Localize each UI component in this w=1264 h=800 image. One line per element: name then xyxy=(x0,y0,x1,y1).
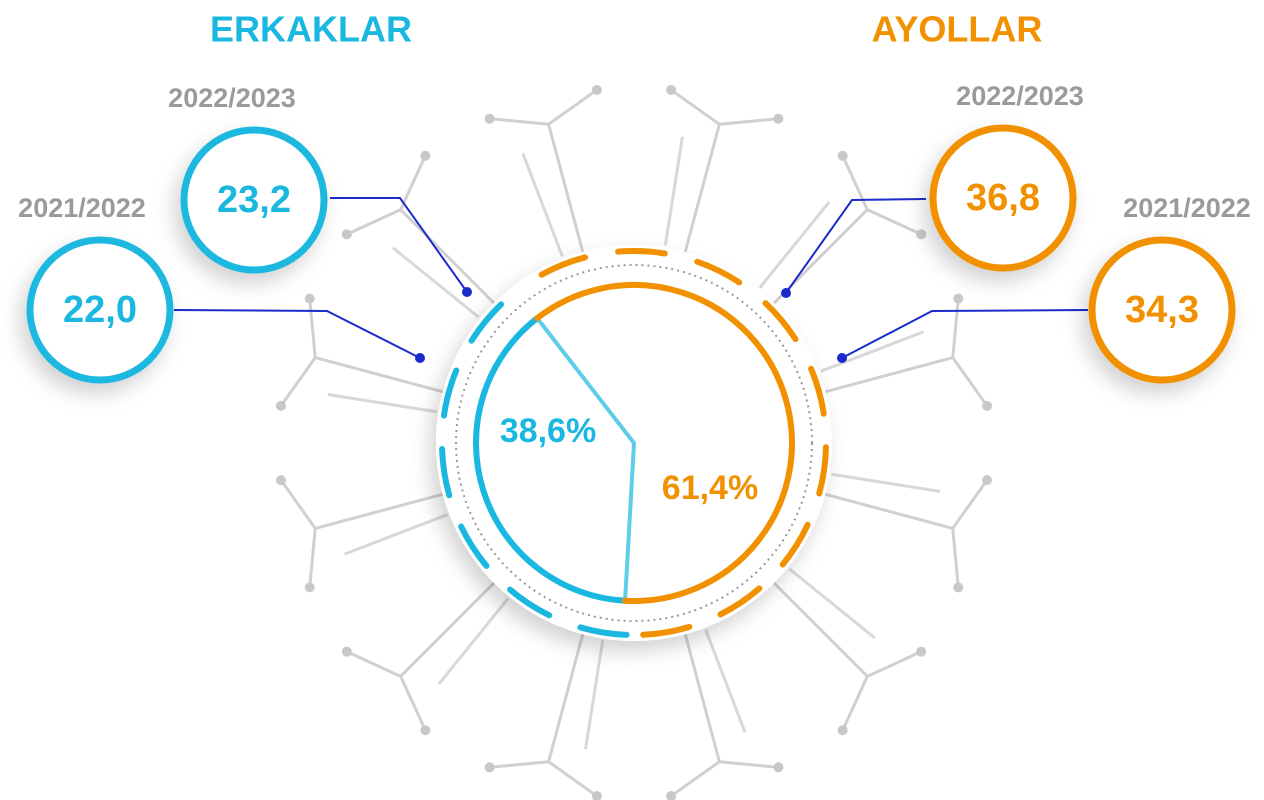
star-dot xyxy=(591,84,602,95)
pie-arc xyxy=(534,282,795,604)
period-label: 2021/2022 xyxy=(18,193,146,223)
star-dot xyxy=(773,762,784,773)
star-line xyxy=(820,330,924,373)
star-dot xyxy=(304,582,315,593)
star-line xyxy=(817,479,989,588)
star-line xyxy=(437,597,510,685)
star-dot xyxy=(837,150,848,161)
star-dot xyxy=(591,791,602,800)
star-dot xyxy=(666,791,677,800)
connector xyxy=(785,198,927,294)
ring-dash xyxy=(640,623,693,638)
connector xyxy=(173,309,421,359)
outer-dashes xyxy=(439,248,829,638)
star-line xyxy=(663,136,684,246)
bubble-value: 23,2 xyxy=(217,179,291,221)
ring-dash xyxy=(816,444,829,497)
star-line xyxy=(704,629,747,733)
background-star xyxy=(275,84,993,800)
star-dot xyxy=(982,475,993,486)
star-line xyxy=(670,88,779,260)
period-label: 2022/2023 xyxy=(168,83,296,113)
ring-dash xyxy=(458,523,490,569)
connector-dot xyxy=(415,353,425,363)
dotted-ring xyxy=(455,264,813,622)
star-line xyxy=(346,155,501,310)
star-line xyxy=(758,201,831,289)
star-dot xyxy=(420,725,431,736)
period-label: 2021/2022 xyxy=(1123,193,1251,223)
bubble-value: 34,3 xyxy=(1125,289,1199,331)
star-line xyxy=(279,479,451,588)
star-dot xyxy=(982,400,993,411)
ring-dash xyxy=(577,624,630,638)
pie-label: 38,6% xyxy=(500,412,596,450)
star-line xyxy=(489,88,598,260)
ring-dash xyxy=(808,365,827,417)
star-line xyxy=(767,155,922,310)
star-line xyxy=(327,393,437,414)
star-line xyxy=(279,298,451,407)
period-label: 2022/2023 xyxy=(956,81,1084,111)
star-line xyxy=(788,567,876,640)
star-dot xyxy=(953,293,964,304)
star-line xyxy=(392,246,480,319)
ring-dash xyxy=(717,585,763,618)
star-dot xyxy=(275,400,286,411)
ring-dash xyxy=(440,367,460,419)
pie-label: 61,4% xyxy=(662,469,758,507)
ring-dash xyxy=(762,300,799,343)
bubble xyxy=(1088,236,1236,384)
bubble-value: 36,8 xyxy=(966,177,1040,219)
bubble xyxy=(180,126,328,274)
pie-arc xyxy=(473,315,629,604)
star-line xyxy=(817,298,989,407)
star-line xyxy=(831,472,941,493)
star-dot xyxy=(953,582,964,593)
star-line xyxy=(521,153,564,257)
group-title: AYOLLAR xyxy=(872,9,1043,50)
ring-dash xyxy=(507,586,553,619)
bubble xyxy=(26,236,174,384)
star-dot xyxy=(666,84,677,95)
star-dot xyxy=(484,113,495,124)
pie-edge xyxy=(535,316,637,601)
connector-dot xyxy=(462,287,472,297)
star-dot xyxy=(484,762,495,773)
ring-dash xyxy=(694,258,743,286)
star-line xyxy=(670,626,779,798)
ring-dash xyxy=(538,254,589,278)
star-dot xyxy=(304,293,315,304)
star-dot xyxy=(916,646,927,657)
star-line xyxy=(584,640,605,750)
bubble xyxy=(929,124,1077,272)
star-dot xyxy=(773,113,784,124)
connector xyxy=(330,197,468,293)
connector-dot xyxy=(781,288,791,298)
star-dot xyxy=(420,150,431,161)
star-dot xyxy=(341,646,352,657)
star-line xyxy=(767,576,922,731)
star-line xyxy=(344,513,448,556)
star-dot xyxy=(275,475,286,486)
star-dot xyxy=(916,229,927,240)
star-line xyxy=(489,626,598,798)
ring-dash xyxy=(779,521,811,568)
connector xyxy=(841,309,1089,359)
connector-dot xyxy=(837,353,847,363)
group-title: ERKAKLAR xyxy=(210,9,412,50)
star-dot xyxy=(341,229,352,240)
star-dot xyxy=(837,725,848,736)
bubble-value: 22,0 xyxy=(63,289,137,331)
star-line xyxy=(346,576,501,731)
ring-dash xyxy=(615,248,668,257)
ring-dash xyxy=(439,446,453,499)
ring-dash xyxy=(468,301,505,344)
